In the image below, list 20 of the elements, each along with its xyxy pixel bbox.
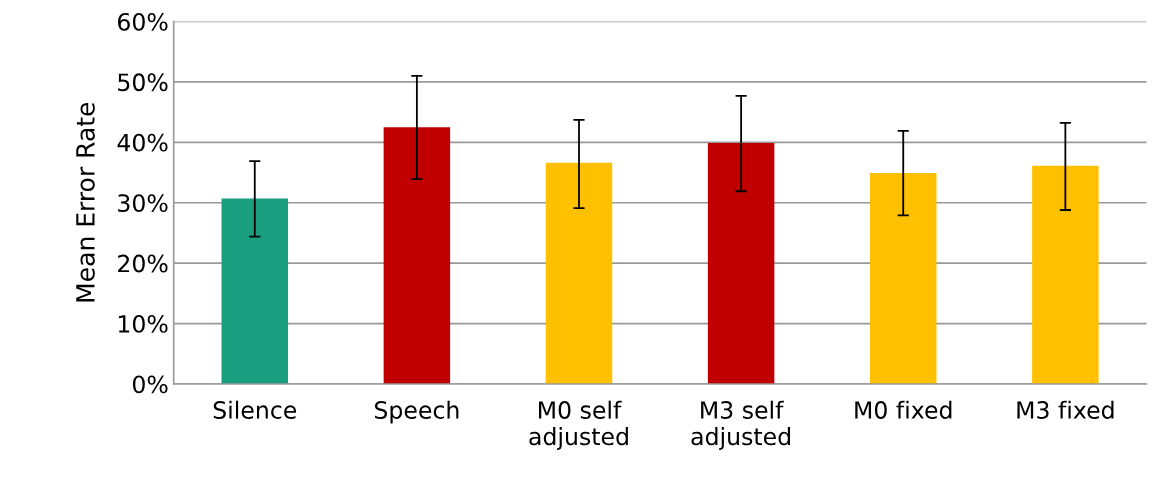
y-tick-label: 10%	[118, 315, 168, 333]
x-tick-label: Speech	[374, 400, 459, 424]
y-tick-label: 50%	[118, 73, 168, 92]
bar	[221, 198, 288, 384]
y-axis-title: Mean Error Rate	[76, 102, 95, 302]
x-tick-label: M3 fixed	[1017, 400, 1114, 419]
bar	[870, 173, 937, 384]
bar	[545, 162, 613, 384]
y-tick-label: 40%	[117, 133, 168, 152]
bar	[1032, 165, 1099, 384]
y-tick-label: 60%	[118, 12, 168, 31]
bar	[383, 127, 451, 384]
bar	[707, 142, 775, 384]
y-tick-label: 30%	[118, 194, 168, 213]
y-tick-label: 0%	[132, 375, 168, 394]
x-tick-label: M0 self adjusted	[529, 400, 628, 450]
x-tick-label: Silence	[213, 400, 297, 419]
x-tick-label: M3 self adjusted	[691, 400, 790, 450]
x-tick-label: M0 fixed	[855, 400, 952, 419]
y-tick-label: 20%	[118, 254, 168, 273]
